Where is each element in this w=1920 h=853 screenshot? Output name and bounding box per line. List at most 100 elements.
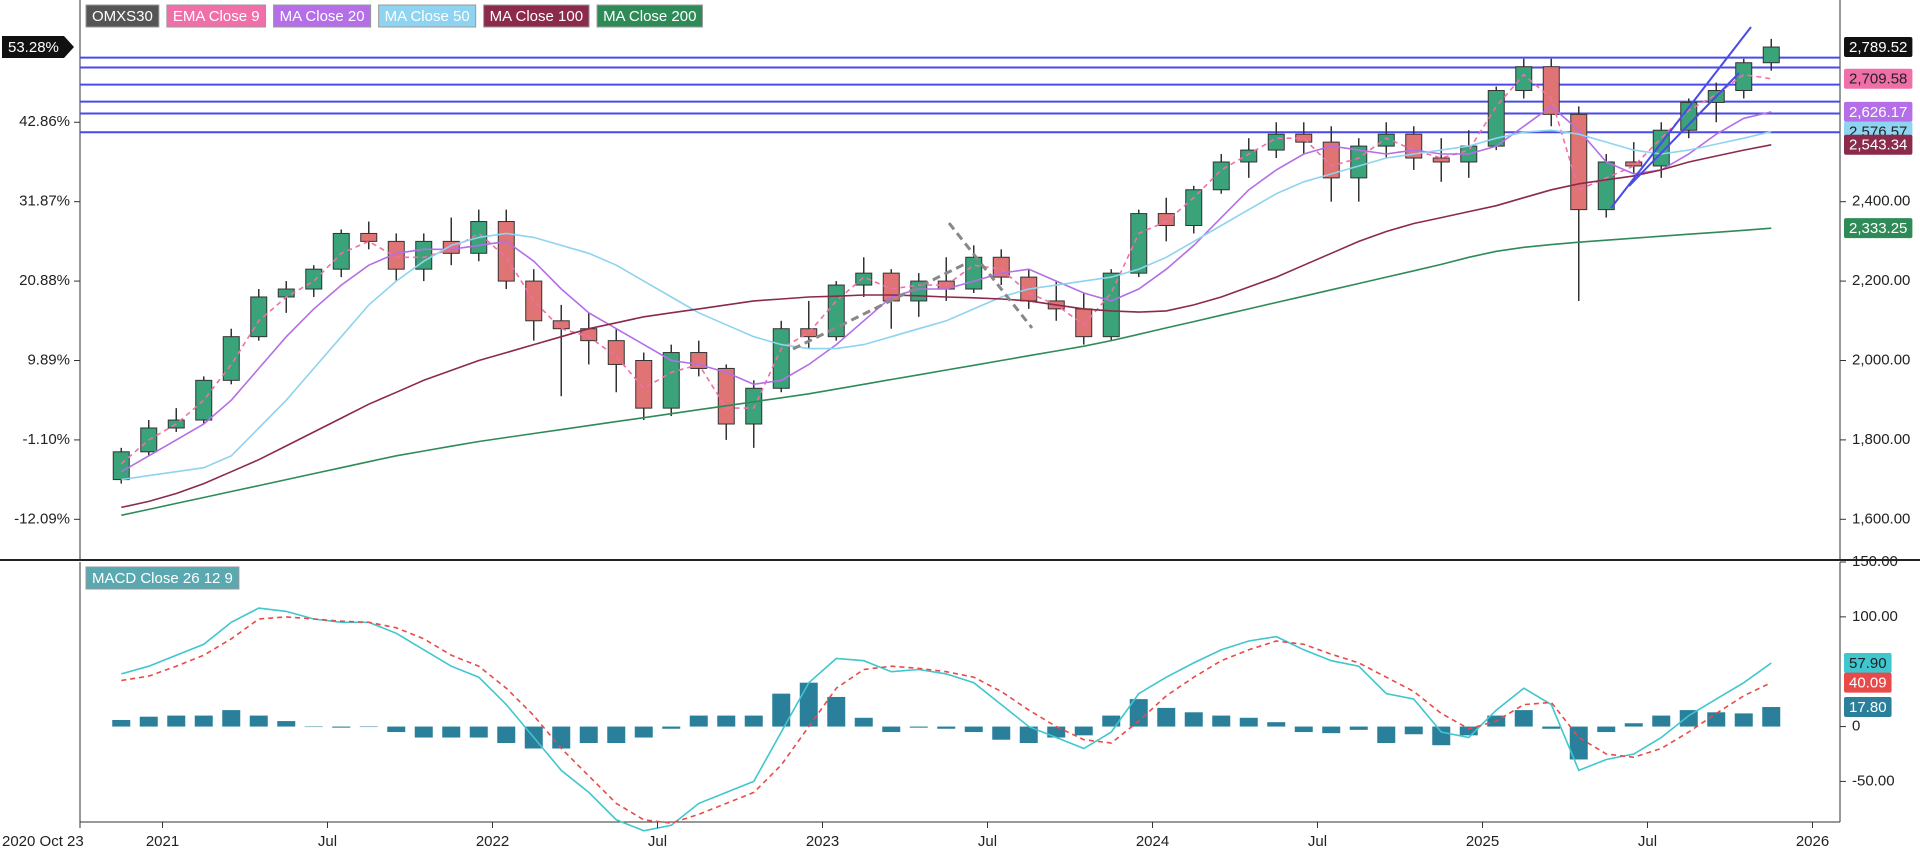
- ma-line: [120, 73, 1772, 465]
- candle-body: [1075, 308, 1093, 338]
- panel-title: MACD Close 26 12 9: [85, 566, 240, 590]
- y-tick-label: 2,000.00: [1852, 351, 1910, 368]
- histogram-bar: [194, 715, 213, 727]
- candle-body: [250, 296, 268, 338]
- candle-body: [1130, 213, 1148, 274]
- current-percent-label: 53.28%: [8, 39, 59, 56]
- candle-body: [112, 451, 130, 481]
- histogram-bar: [1542, 726, 1561, 729]
- histogram-bar: [882, 726, 901, 733]
- candle-body: [855, 272, 873, 286]
- macd-line: [121, 616, 1772, 824]
- legend-item: MA Close 20: [273, 4, 372, 28]
- ma-line: [121, 227, 1772, 517]
- legend-chip: [273, 4, 372, 28]
- legend-item: OMXS30: [85, 4, 160, 28]
- histogram-bar: [387, 726, 406, 733]
- legend-chip: [596, 4, 703, 28]
- y2-tick-label: -1.10%: [22, 431, 70, 448]
- histogram-bar: [497, 726, 516, 744]
- legend-item: EMA Close 9: [166, 4, 267, 28]
- x-tick-label: Jul: [1308, 833, 1327, 850]
- histogram-bar: [909, 726, 928, 728]
- histogram-bar: [937, 726, 956, 729]
- value-tag-box: [1844, 134, 1913, 155]
- y2-tick-label: -12.09%: [14, 510, 70, 527]
- candle-body: [745, 387, 763, 425]
- candle-body: [772, 328, 790, 389]
- histogram-bar: [689, 715, 708, 727]
- candle-body: [1762, 46, 1780, 64]
- candle-body: [305, 268, 323, 290]
- value-tag-box: [1844, 37, 1913, 58]
- histogram-bar: [854, 717, 873, 727]
- y-tick-label: -50.00: [1852, 772, 1895, 789]
- candle-body: [1377, 133, 1395, 147]
- histogram-bar: [552, 726, 571, 749]
- value-tag-text: 2,626.17: [1849, 104, 1907, 121]
- histogram-bar: [1432, 726, 1451, 746]
- legend-label: EMA Close 9: [173, 8, 260, 25]
- legend-chip: [85, 4, 160, 28]
- trend-line: [947, 222, 1034, 329]
- histogram-bar: [1239, 717, 1258, 727]
- value-tag-text: 2,709.58: [1849, 71, 1907, 88]
- value-tag-text: 40.09: [1849, 675, 1887, 692]
- y-tick-label: 2,200.00: [1852, 272, 1910, 289]
- candle-body: [1185, 189, 1203, 227]
- y-tick-label: 1,600.00: [1852, 510, 1910, 527]
- candle-body: [1735, 62, 1753, 92]
- trend-line: [1610, 26, 1752, 209]
- x-tick-label: 2022: [476, 833, 509, 850]
- value-tag: 57.90: [1844, 653, 1892, 674]
- legend-label: MA Close 50: [385, 8, 470, 25]
- candle-body: [1157, 213, 1175, 227]
- y-tick-label: 150.00: [1852, 553, 1898, 570]
- histogram-bar: [304, 726, 323, 728]
- x-tick-label: 2025: [1466, 833, 1499, 850]
- value-tag-box: [1844, 697, 1892, 718]
- candle-body: [800, 328, 818, 338]
- histogram-bar: [1377, 726, 1396, 744]
- x-tick-label: Jul: [648, 833, 667, 850]
- candle-body: [222, 336, 240, 381]
- candle-body: [965, 256, 983, 290]
- candle-body: [1322, 141, 1340, 179]
- histogram-bar: [167, 715, 186, 727]
- y-tick-label: 2,400.00: [1852, 193, 1910, 210]
- candle-body: [717, 367, 735, 425]
- histogram-bar: [799, 682, 818, 727]
- value-tag-box: [1844, 672, 1892, 693]
- x-tick-label: Jul: [318, 833, 337, 850]
- candle-body: [360, 232, 378, 242]
- histogram-bar: [1404, 726, 1423, 735]
- value-tag: 40.09: [1844, 672, 1892, 693]
- histogram-bar: [1459, 726, 1478, 736]
- ma-line: [121, 129, 1772, 481]
- y-tick-label: 0: [1852, 718, 1860, 735]
- value-tag-box: [1844, 101, 1913, 122]
- histogram-bar: [249, 715, 268, 727]
- value-tag: 2,626.17: [1844, 101, 1913, 122]
- value-tag-text: 2,543.34: [1849, 137, 1907, 154]
- y-tick-label: 1,800.00: [1852, 431, 1910, 448]
- candle-body: [332, 232, 350, 270]
- histogram-bar: [1074, 726, 1093, 736]
- histogram-bar: [992, 726, 1011, 740]
- x-tick-label: 2020 Oct 23: [2, 833, 84, 850]
- histogram-bar: [1184, 712, 1203, 727]
- legend-item: MA Close 50: [378, 4, 477, 28]
- value-tag: 2,333.25: [1844, 218, 1913, 239]
- y2-tick-label: 42.86%: [19, 113, 70, 130]
- histogram-bar: [1624, 723, 1643, 727]
- panel-title-chip: [85, 566, 240, 590]
- x-tick-label: 2021: [146, 833, 179, 850]
- current-percent-box: [2, 35, 74, 58]
- histogram-bar: [1267, 722, 1286, 727]
- histogram-bar: [442, 726, 461, 738]
- histogram-bar: [1734, 713, 1753, 727]
- legend-label: OMXS30: [92, 8, 153, 25]
